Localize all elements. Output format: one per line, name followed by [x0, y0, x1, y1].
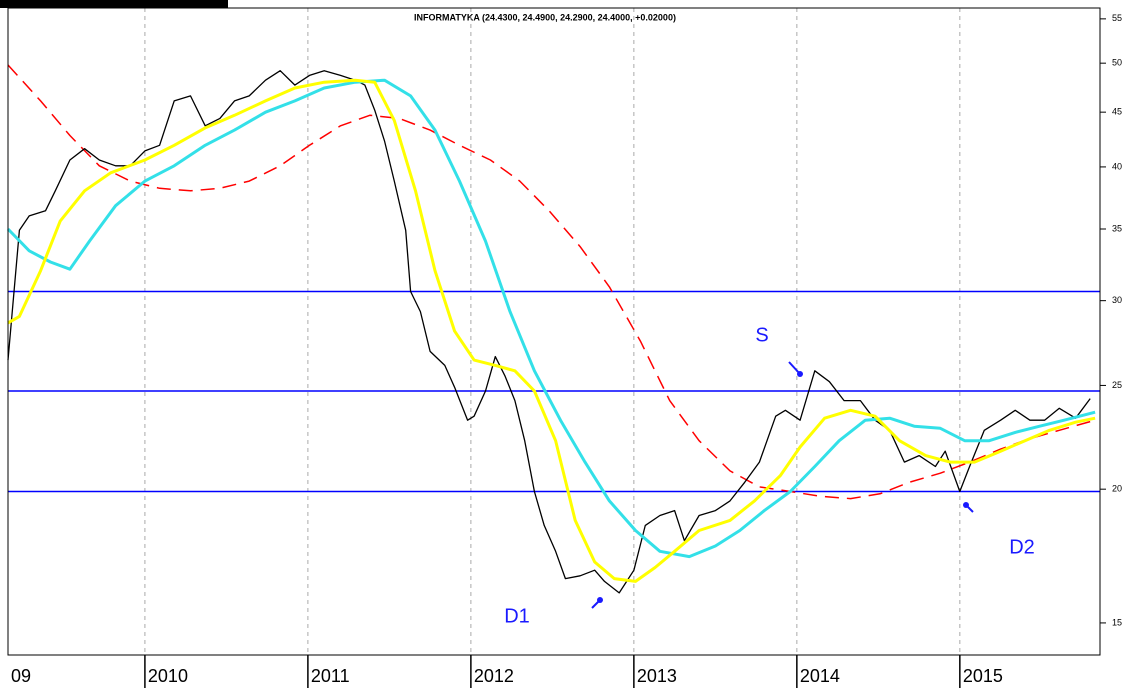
- series-line: [7, 70, 1091, 594]
- y-tick-label: 55: [1112, 13, 1122, 23]
- x-tick-label: 2011: [311, 666, 350, 686]
- y-tick-label: 25: [1112, 380, 1122, 390]
- header-bar: [0, 0, 228, 8]
- chart-title: INFORMATYKA (24.4300, 24.4900, 24.2900, …: [414, 12, 676, 22]
- x-tick-label: 2012: [474, 666, 514, 686]
- y-tick-label: 45: [1112, 107, 1122, 117]
- annotation: D2: [1009, 536, 1035, 558]
- x-tick-label: 2014: [800, 666, 840, 686]
- x-tick-label: 09: [11, 666, 31, 686]
- annotation-arrowhead: [797, 371, 803, 377]
- series-line: [6, 78, 1096, 559]
- series-line: [7, 78, 1096, 583]
- x-tick-label: 2010: [148, 666, 188, 686]
- annotation: D1: [504, 605, 530, 627]
- y-tick-label: 35: [1112, 223, 1122, 233]
- annotation-arrowhead: [963, 502, 969, 508]
- annotation-arrowhead: [597, 597, 603, 603]
- plot-frame: [7, 7, 1101, 656]
- y-tick-label: 40: [1112, 161, 1122, 171]
- x-tick-label: 2015: [963, 666, 1003, 686]
- y-tick-label: 50: [1112, 58, 1122, 68]
- annotation: S: [755, 324, 768, 346]
- x-tick-label: 2013: [637, 666, 677, 686]
- series-line: [7, 64, 1096, 500]
- y-tick-label: 30: [1112, 295, 1122, 305]
- y-tick-label: 15: [1112, 617, 1122, 627]
- y-tick-label: 20: [1112, 484, 1122, 494]
